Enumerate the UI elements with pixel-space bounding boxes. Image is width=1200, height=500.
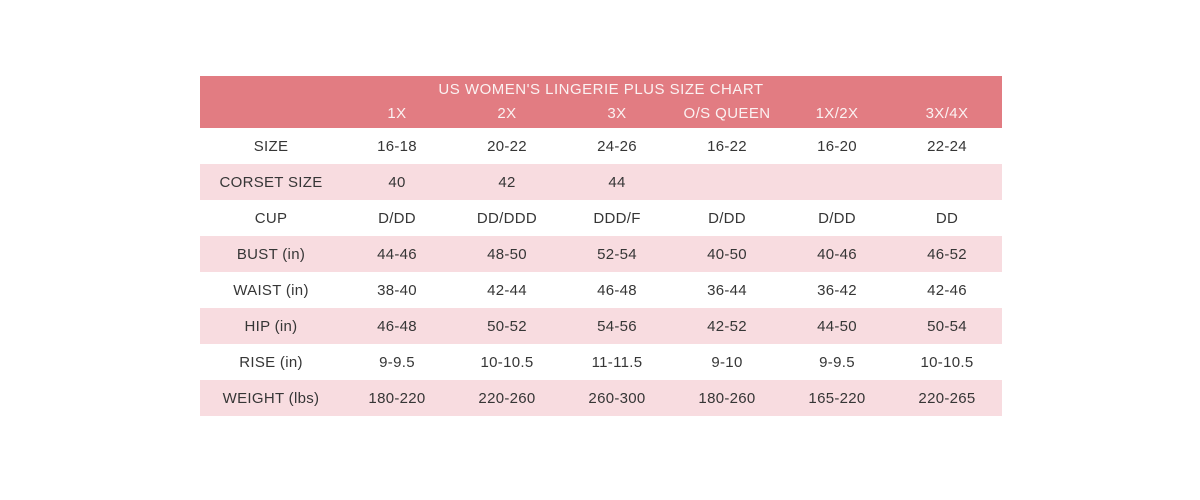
size-chart-table: US WOMEN'S LINGERIE PLUS SIZE CHART 1X 2X… bbox=[200, 76, 1002, 416]
table-title: US WOMEN'S LINGERIE PLUS SIZE CHART bbox=[438, 81, 764, 98]
table-row: CUP D/DD DD/DDD DDD/F D/DD D/DD DD bbox=[200, 200, 1002, 236]
table-cell: 11-11.5 bbox=[591, 353, 643, 371]
table-row: SIZE 16-18 20-22 24-26 16-22 16-20 22-24 bbox=[200, 128, 1002, 164]
column-header-spacer bbox=[200, 102, 342, 128]
column-header-row: 1X 2X 3X O/S QUEEN 1X/2X 3X/4X bbox=[200, 102, 1002, 128]
table-cell: 9-9.5 bbox=[379, 353, 415, 371]
row-label: CUP bbox=[254, 209, 288, 227]
table-cell: 165-220 bbox=[808, 389, 866, 407]
table-cell: D/DD bbox=[378, 209, 416, 227]
table-cell: 42-52 bbox=[707, 317, 747, 335]
table-cell: 9-9.5 bbox=[819, 353, 855, 371]
table-cell: 48-50 bbox=[487, 245, 527, 263]
column-header: 1X/2X bbox=[815, 105, 859, 122]
table-cell: 50-54 bbox=[927, 317, 967, 335]
table-cell: 22-24 bbox=[927, 137, 967, 155]
table-row: CORSET SIZE 40 42 44 bbox=[200, 164, 1002, 200]
table-cell: 36-44 bbox=[707, 281, 747, 299]
table-cell: 24-26 bbox=[597, 137, 637, 155]
table-cell: 40-46 bbox=[817, 245, 857, 263]
table-cell: 180-260 bbox=[698, 389, 756, 407]
row-label: WEIGHT (lbs) bbox=[222, 389, 320, 407]
column-header: 3X bbox=[607, 105, 627, 122]
row-label: SIZE bbox=[253, 137, 289, 155]
table-cell: 44 bbox=[608, 173, 626, 191]
table-cell: 220-265 bbox=[918, 389, 976, 407]
table-cell bbox=[672, 164, 782, 200]
table-cell: 260-300 bbox=[588, 389, 646, 407]
column-header: 1X bbox=[387, 105, 407, 122]
table-cell: 42-44 bbox=[487, 281, 527, 299]
table-cell: DDD/F bbox=[593, 209, 641, 227]
table-cell: 52-54 bbox=[597, 245, 637, 263]
row-label: BUST (in) bbox=[236, 245, 306, 263]
table-cell: 44-46 bbox=[377, 245, 417, 263]
column-header: 3X/4X bbox=[925, 105, 969, 122]
table-cell: 20-22 bbox=[487, 137, 527, 155]
table-cell: 40 bbox=[388, 173, 406, 191]
table-cell: 16-22 bbox=[707, 137, 747, 155]
table-cell: 220-260 bbox=[478, 389, 536, 407]
table-cell: 44-50 bbox=[817, 317, 857, 335]
table-cell: D/DD bbox=[708, 209, 746, 227]
table-cell: 46-48 bbox=[377, 317, 417, 335]
table-cell: 38-40 bbox=[377, 281, 417, 299]
table-cell: 50-52 bbox=[487, 317, 527, 335]
table-cell: D/DD bbox=[818, 209, 856, 227]
table-body: SIZE 16-18 20-22 24-26 16-22 16-20 22-24 CORSET… bbox=[200, 128, 1002, 416]
table-cell: 9-10 bbox=[711, 353, 743, 371]
row-label: HIP (in) bbox=[244, 317, 298, 335]
row-label: RISE (in) bbox=[239, 353, 303, 371]
table-cell: DD/DDD bbox=[476, 209, 538, 227]
table-row: RISE (in) 9-9.5 10-10.5 11-11.5 9-10 9-9.5 10-… bbox=[200, 344, 1002, 380]
table-cell: 180-220 bbox=[368, 389, 426, 407]
row-label: WAIST (in) bbox=[233, 281, 309, 299]
table-cell: DD bbox=[935, 209, 959, 227]
table-cell bbox=[892, 164, 1002, 200]
row-label: CORSET SIZE bbox=[219, 173, 323, 191]
table-cell: 42-46 bbox=[927, 281, 967, 299]
table-cell: 10-10.5 bbox=[920, 353, 974, 371]
table-row: BUST (in) 44-46 48-50 52-54 40-50 40-46 46-52 bbox=[200, 236, 1002, 272]
table-cell: 36-42 bbox=[817, 281, 857, 299]
table-row: WEIGHT (lbs) 180-220 220-260 260-300 180-260… bbox=[200, 380, 1002, 416]
table-cell: 46-52 bbox=[927, 245, 967, 263]
table-cell: 16-18 bbox=[377, 137, 417, 155]
table-cell: 16-20 bbox=[817, 137, 857, 155]
column-header: 2X bbox=[497, 105, 517, 122]
table-cell: 40-50 bbox=[707, 245, 747, 263]
table-cell: 54-56 bbox=[597, 317, 637, 335]
table-row: WAIST (in) 38-40 42-44 46-48 36-44 36-42 42-46 bbox=[200, 272, 1002, 308]
column-header: O/S QUEEN bbox=[683, 105, 771, 122]
table-cell: 46-48 bbox=[597, 281, 637, 299]
table-cell: 10-10.5 bbox=[480, 353, 534, 371]
table-row: HIP (in) 46-48 50-52 54-56 42-52 44-50 50-54 bbox=[200, 308, 1002, 344]
table-cell bbox=[782, 164, 892, 200]
table-header: US WOMEN'S LINGERIE PLUS SIZE CHART 1X 2X… bbox=[200, 76, 1002, 128]
table-cell: 42 bbox=[498, 173, 516, 191]
